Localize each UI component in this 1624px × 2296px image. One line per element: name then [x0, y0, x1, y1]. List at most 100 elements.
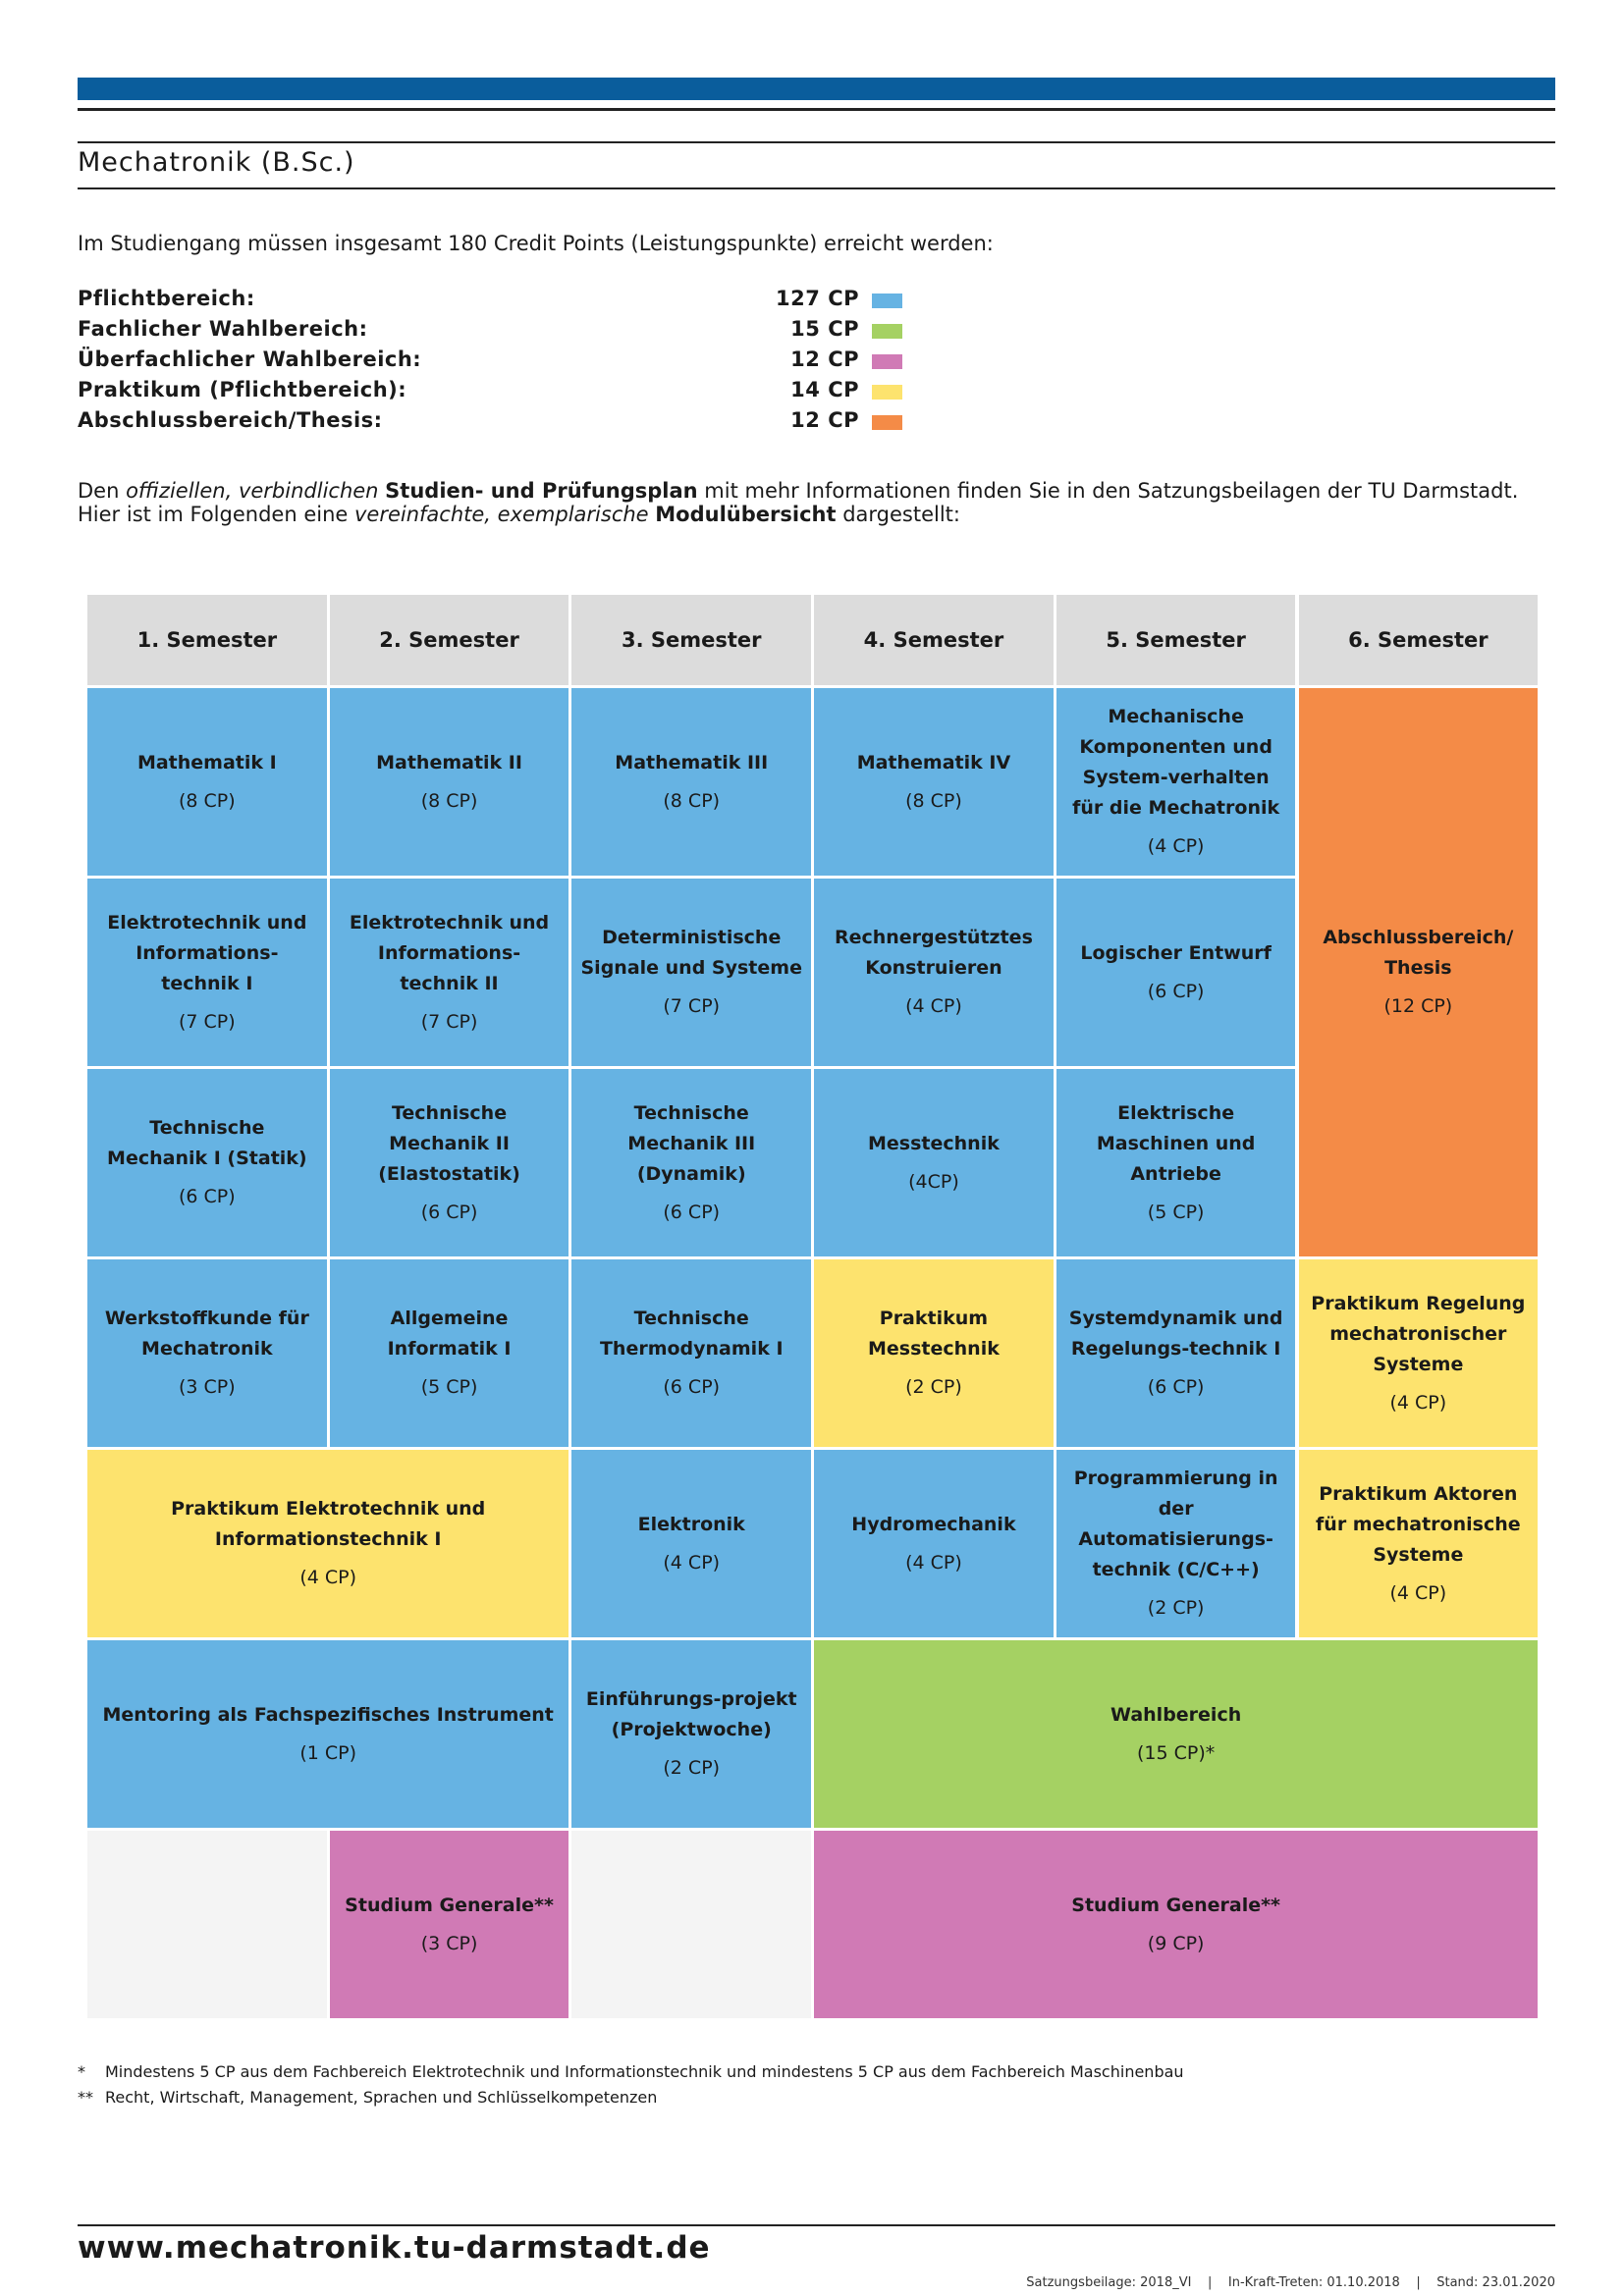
footer-url[interactable]: www.mechatronik.tu-darmstadt.de — [78, 2230, 711, 2266]
module-cell: Praktikum Elektrotechnik und Information… — [87, 1450, 569, 1637]
module-cell: Studium Generale** (3 CP) — [329, 1831, 569, 2018]
cp-summary-value: 127 CP — [776, 287, 859, 310]
module-name: Abschlussbereich/ Thesis — [1323, 927, 1514, 979]
semester-header: 1. Semester — [87, 595, 327, 685]
module-cell: Elektrische Maschinen und Antriebe (5 CP) — [1056, 1069, 1296, 1256]
module-credit-points: (8 CP) — [420, 789, 478, 812]
empty-cell — [87, 1831, 327, 2018]
footer-meta: Satzungsbeilage: 2018_VI | In-Kraft-Tret… — [1026, 2275, 1555, 2290]
module-name: Praktikum Regelung mechatronischer Syste… — [1311, 1292, 1526, 1375]
cp-summary-label: Pflichtbereich: — [78, 287, 255, 310]
module-cell: Praktikum Aktoren für mechatronische Sys… — [1298, 1450, 1539, 1637]
module-name: Hydromechanik — [851, 1513, 1016, 1535]
cp-summary-value: 12 CP — [790, 408, 859, 432]
header-rule — [78, 108, 1555, 111]
module-name: Elektronik — [637, 1513, 745, 1535]
color-swatch — [872, 324, 902, 339]
semester-header: 6. Semester — [1298, 595, 1539, 685]
module-credit-points: (6 CP) — [1147, 1376, 1205, 1398]
module-credit-points: (4 CP) — [905, 1551, 962, 1574]
module-cell: Technische Thermodynamik I (6 CP) — [571, 1259, 812, 1447]
module-name: Einführungs-projekt (Projektwoche) — [585, 1688, 797, 1740]
module-name: Mathematik II — [376, 751, 522, 774]
semester-header: 4. Semester — [814, 595, 1054, 685]
module-name: Deterministische Signale und Systeme — [580, 927, 802, 979]
module-cell: Rechnergestütztes Konstruieren (4 CP) — [814, 879, 1054, 1066]
footer-rule — [78, 2224, 1555, 2226]
module-credit-points: (12 CP) — [1383, 995, 1453, 1017]
module-cell: Allgemeine Informatik I (5 CP) — [329, 1259, 569, 1447]
module-name: Elektrotechnik und Informations- technik… — [349, 911, 550, 994]
module-name: Technische Thermodynamik I — [599, 1308, 784, 1360]
description-line-2: Hier ist im Folgenden eine vereinfachte,… — [78, 503, 960, 526]
module-cell: Abschlussbereich/ Thesis (12 CP) — [1298, 688, 1539, 1256]
module-credit-points: (8 CP) — [179, 789, 236, 812]
module-cell: Deterministische Signale und Systeme (7 C… — [571, 879, 812, 1066]
cp-summary-value: 14 CP — [790, 378, 859, 401]
module-name: Werkstoffkunde für Mechatronik — [104, 1308, 309, 1360]
module-cell: Elektronik (4 CP) — [571, 1450, 812, 1637]
cp-summary: Pflichtbereich: 127 CP Fachlicher Wahlbere… — [78, 287, 902, 439]
empty-cell — [571, 1831, 812, 2018]
module-credit-points: (3 CP) — [420, 1932, 478, 1954]
module-cell: Technische Mechanik III (Dynamik) (6 CP) — [571, 1069, 812, 1256]
module-credit-points: (5 CP) — [420, 1376, 478, 1398]
module-cell: Technische Mechanik I (Statik) (6 CP) — [87, 1069, 327, 1256]
semester-header: 5. Semester — [1056, 595, 1296, 685]
module-credit-points: (4CP) — [908, 1170, 959, 1193]
cp-summary-row: Abschlussbereich/Thesis: 12 CP — [78, 408, 902, 439]
module-credit-points: (2 CP) — [1147, 1597, 1205, 1619]
top-accent-bar — [78, 78, 1555, 100]
module-name: Systemdynamik und Regelungs-technik I — [1068, 1308, 1283, 1360]
module-credit-points: (6 CP) — [663, 1201, 721, 1223]
module-credit-points: (7 CP) — [663, 995, 721, 1017]
module-cell: Hydromechanik (4 CP) — [814, 1450, 1054, 1637]
module-cell: Technische Mechanik II (Elastostatik) (6 … — [329, 1069, 569, 1256]
module-name: Technische Mechanik III (Dynamik) — [627, 1101, 756, 1185]
module-name: Allgemeine Informatik I — [387, 1308, 512, 1360]
module-cell: Praktikum Regelung mechatronischer Syste… — [1298, 1259, 1539, 1447]
color-swatch — [872, 354, 902, 369]
module-credit-points: (9 CP) — [1147, 1932, 1205, 1954]
module-name: Mathematik IV — [856, 751, 1011, 774]
cp-summary-value: 15 CP — [790, 317, 859, 341]
module-cell: Werkstoffkunde für Mechatronik (3 CP) — [87, 1259, 327, 1447]
module-name: Wahlbereich — [1110, 1703, 1242, 1726]
footnotes: * Mindestens 5 CP aus dem Fachbereich Ele… — [78, 2059, 1184, 2110]
module-name: Studium Generale** — [1071, 1894, 1280, 1916]
module-credit-points: (15 CP)* — [1137, 1741, 1216, 1764]
module-credit-points: (6 CP) — [179, 1186, 236, 1207]
cp-summary-label: Fachlicher Wahlbereich: — [78, 317, 368, 341]
semester-header: 2. Semester — [329, 595, 569, 685]
cp-summary-label: Praktikum (Pflichtbereich): — [78, 378, 407, 401]
intro-text: Im Studiengang müssen insgesamt 180 Cred… — [78, 232, 994, 255]
title-top-rule — [78, 141, 1555, 143]
module-cell: Praktikum Messtechnik (2 CP) — [814, 1259, 1054, 1447]
module-overview-grid: 1. Semester 2. Semester 3. Semester 4. Seme… — [87, 595, 1541, 2020]
module-cell: Programmierung in der Automatisierungs- … — [1056, 1450, 1296, 1637]
cp-summary-label: Überfachlicher Wahlbereich: — [78, 347, 422, 371]
module-credit-points: (7 CP) — [420, 1010, 478, 1033]
module-cell: Einführungs-projekt (Projektwoche) (2 CP) — [571, 1640, 812, 1828]
module-name: Rechnergestütztes Konstruieren — [834, 927, 1033, 979]
module-cell: Elektrotechnik und Informations- technik… — [329, 879, 569, 1066]
footnote: ** Recht, Wirtschaft, Management, Sprache… — [78, 2088, 658, 2107]
module-name: Mathematik I — [136, 751, 277, 774]
cp-summary-row: Pflichtbereich: 127 CP — [78, 287, 902, 317]
module-credit-points: (5 CP) — [1147, 1201, 1205, 1223]
module-credit-points: (4 CP) — [299, 1567, 357, 1588]
module-cell: Logischer Entwurf (6 CP) — [1056, 879, 1296, 1066]
module-credit-points: (4 CP) — [1389, 1391, 1447, 1414]
module-credit-points: (8 CP) — [663, 789, 721, 812]
cp-summary-label: Abschlussbereich/Thesis: — [78, 408, 383, 432]
module-credit-points: (7 CP) — [179, 1010, 236, 1033]
module-credit-points: (4 CP) — [1147, 835, 1205, 857]
color-swatch — [872, 385, 902, 400]
module-cell: Mathematik IV (8 CP) — [814, 688, 1054, 876]
cp-summary-row: Fachlicher Wahlbereich: 15 CP — [78, 317, 902, 347]
module-cell: Systemdynamik und Regelungs-technik I (6 … — [1056, 1259, 1296, 1447]
module-cell: Mathematik I (8 CP) — [87, 688, 327, 876]
module-name: Mathematik III — [615, 751, 769, 774]
module-credit-points: (8 CP) — [905, 789, 962, 812]
module-credit-points: (4 CP) — [663, 1551, 721, 1574]
